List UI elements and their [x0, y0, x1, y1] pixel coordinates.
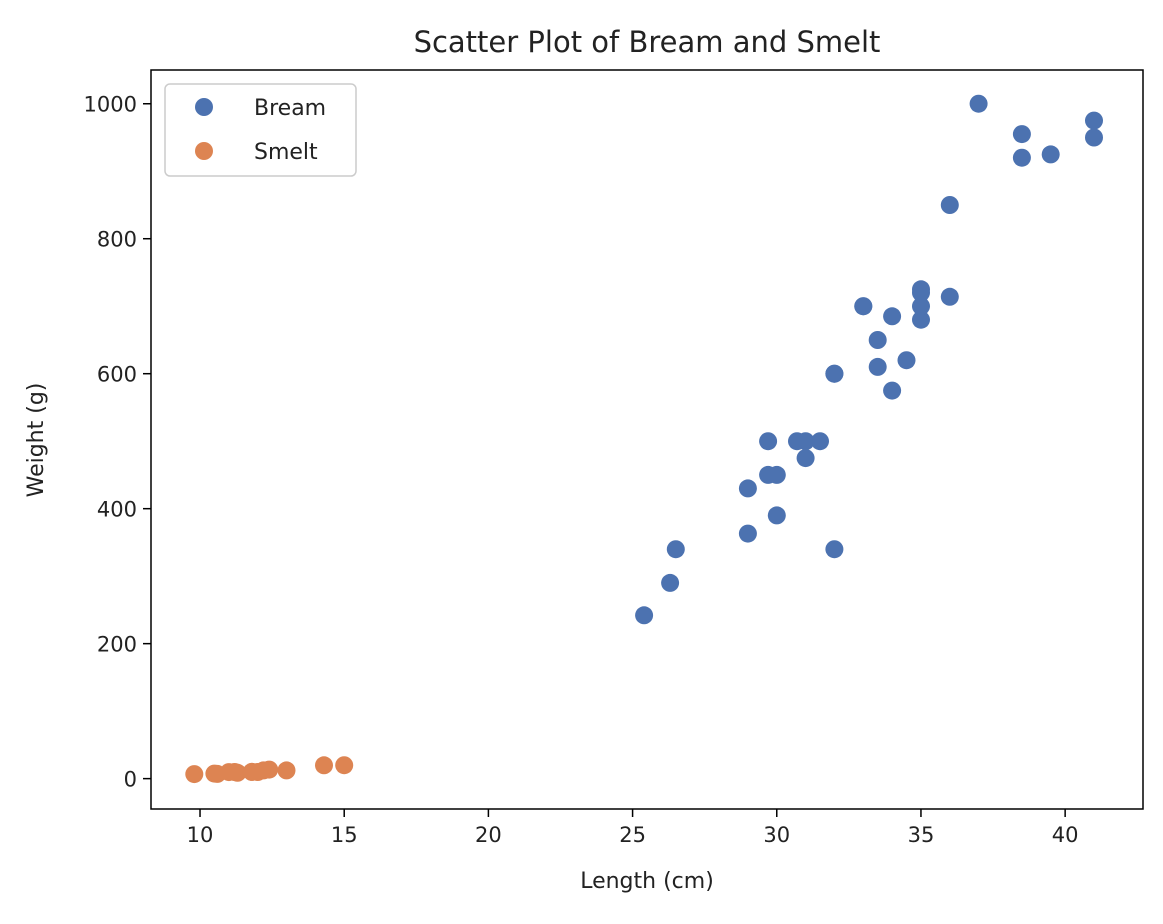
point-smelt-12 — [315, 756, 333, 775]
y-axis-label: Weight (g) — [24, 383, 49, 498]
y-tick-label: 1000 — [84, 93, 137, 117]
point-bream-0 — [635, 606, 654, 625]
point-bream-17 — [854, 297, 873, 316]
x-tick-label: 20 — [475, 823, 502, 847]
point-bream-32 — [1041, 145, 1060, 164]
x-tick-label: 35 — [908, 823, 935, 847]
point-smelt-0 — [185, 765, 204, 784]
y-axis-ticks: 0 200 400 600 800 1000 — [84, 93, 151, 792]
point-bream-12 — [811, 432, 829, 451]
chart-title: Scatter Plot of Bream and Smelt — [414, 25, 881, 59]
y-tick-label: 200 — [97, 633, 137, 657]
point-bream-13 — [825, 540, 844, 559]
point-bream-8 — [767, 465, 786, 484]
point-bream-34 — [1085, 128, 1103, 147]
point-bream-27 — [940, 287, 959, 306]
x-tick-label: 15 — [331, 823, 358, 847]
point-bream-31 — [1012, 125, 1031, 144]
point-bream-3 — [738, 524, 757, 543]
point-bream-19 — [868, 331, 887, 349]
point-bream-4 — [738, 479, 757, 498]
y-tick-label: 0 — [124, 768, 137, 792]
y-tick-label: 800 — [97, 228, 137, 252]
point-bream-10 — [796, 449, 815, 468]
legend-label-bream: Bream — [254, 96, 326, 121]
point-smelt-13 — [335, 756, 354, 775]
point-bream-7 — [767, 506, 786, 525]
point-smelt-10 — [260, 760, 279, 779]
point-bream-26 — [912, 283, 930, 302]
point-bream-28 — [940, 196, 959, 214]
point-bream-30 — [1012, 148, 1031, 167]
point-bream-6 — [759, 432, 778, 451]
x-tick-label: 25 — [619, 823, 646, 847]
point-bream-22 — [897, 351, 916, 370]
x-tick-label: 10 — [187, 823, 214, 847]
y-tick-label: 400 — [97, 498, 137, 522]
legend-marker-bream — [195, 98, 213, 116]
point-bream-23 — [912, 310, 930, 329]
legend-marker-smelt — [195, 142, 213, 160]
legend: Bream Smelt — [164, 83, 357, 177]
point-bream-29 — [969, 94, 988, 113]
legend-label-smelt: Smelt — [254, 140, 318, 165]
point-smelt-11 — [277, 761, 296, 780]
point-smelt-5 — [228, 763, 247, 782]
point-bream-2 — [666, 540, 685, 559]
point-bream-18 — [868, 357, 887, 376]
point-bream-1 — [661, 573, 680, 592]
y-tick-label: 600 — [97, 363, 137, 387]
point-bream-24 — [912, 297, 930, 316]
x-tick-label: 30 — [763, 823, 790, 847]
x-axis-ticks: 10 15 20 25 30 35 40 — [187, 809, 1079, 847]
point-bream-20 — [883, 381, 902, 400]
x-axis-label: Length (cm) — [580, 869, 714, 894]
point-bream-33 — [1085, 111, 1103, 130]
plot-area-frame — [150, 69, 1144, 810]
point-bream-21 — [883, 307, 902, 326]
x-tick-label: 40 — [1052, 823, 1079, 847]
point-bream-15 — [825, 364, 844, 383]
point-bream-11 — [796, 432, 815, 451]
data-points — [185, 94, 1103, 784]
